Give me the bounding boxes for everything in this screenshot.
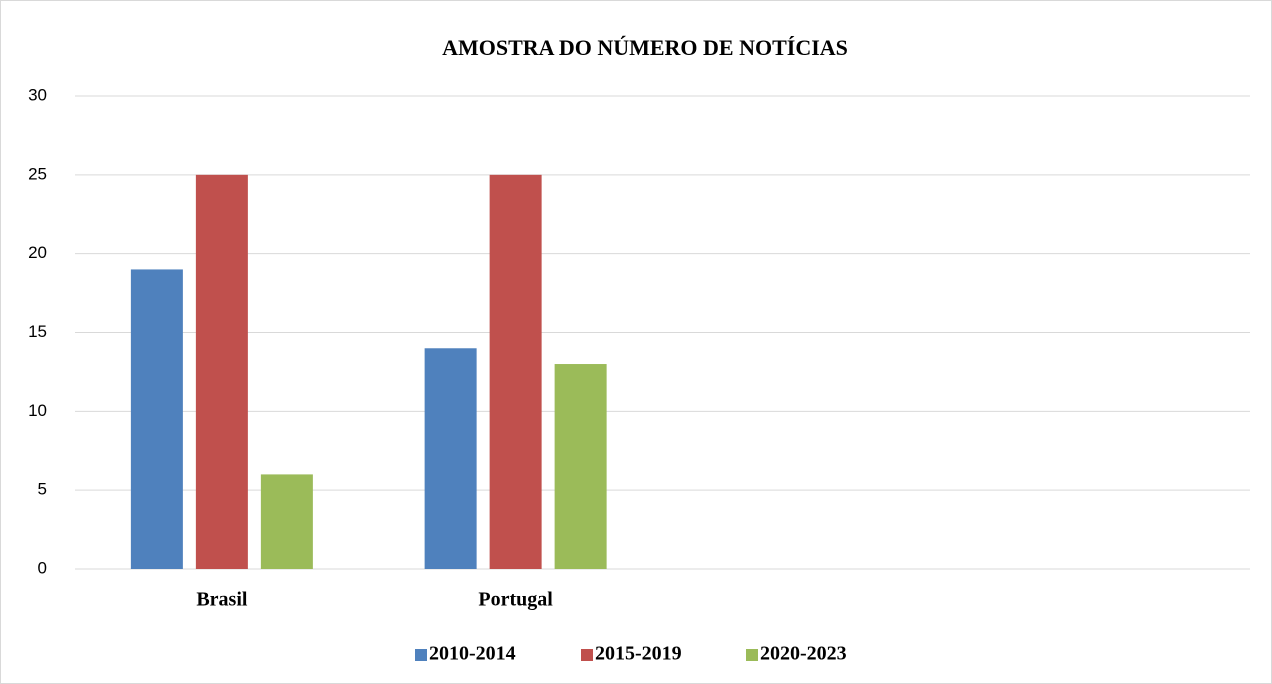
bar — [130, 269, 183, 569]
bar — [489, 174, 542, 570]
chart-title: AMOSTRA DO NÚMERO DE NOTÍCIAS — [442, 35, 848, 60]
bar — [424, 348, 477, 569]
legend-swatch — [415, 649, 427, 661]
bar — [195, 174, 248, 570]
y-tick-label: 10 — [28, 401, 47, 420]
y-tick-label: 5 — [38, 480, 47, 499]
y-tick-label: 25 — [28, 164, 47, 183]
legend-swatch — [581, 649, 593, 661]
bar — [554, 364, 607, 569]
legend-label: 2015-2019 — [595, 643, 682, 665]
legend-label: 2010-2014 — [429, 643, 516, 665]
legend-label: 2020-2023 — [760, 643, 847, 665]
bar — [260, 474, 313, 569]
y-tick-label: 30 — [28, 85, 47, 104]
y-tick-label: 0 — [38, 558, 47, 577]
legend-swatch — [746, 649, 758, 661]
y-tick-label: 15 — [28, 322, 47, 341]
x-tick-label: Portugal — [478, 589, 553, 611]
x-tick-label: Brasil — [196, 589, 248, 611]
y-tick-label: 20 — [28, 243, 47, 262]
